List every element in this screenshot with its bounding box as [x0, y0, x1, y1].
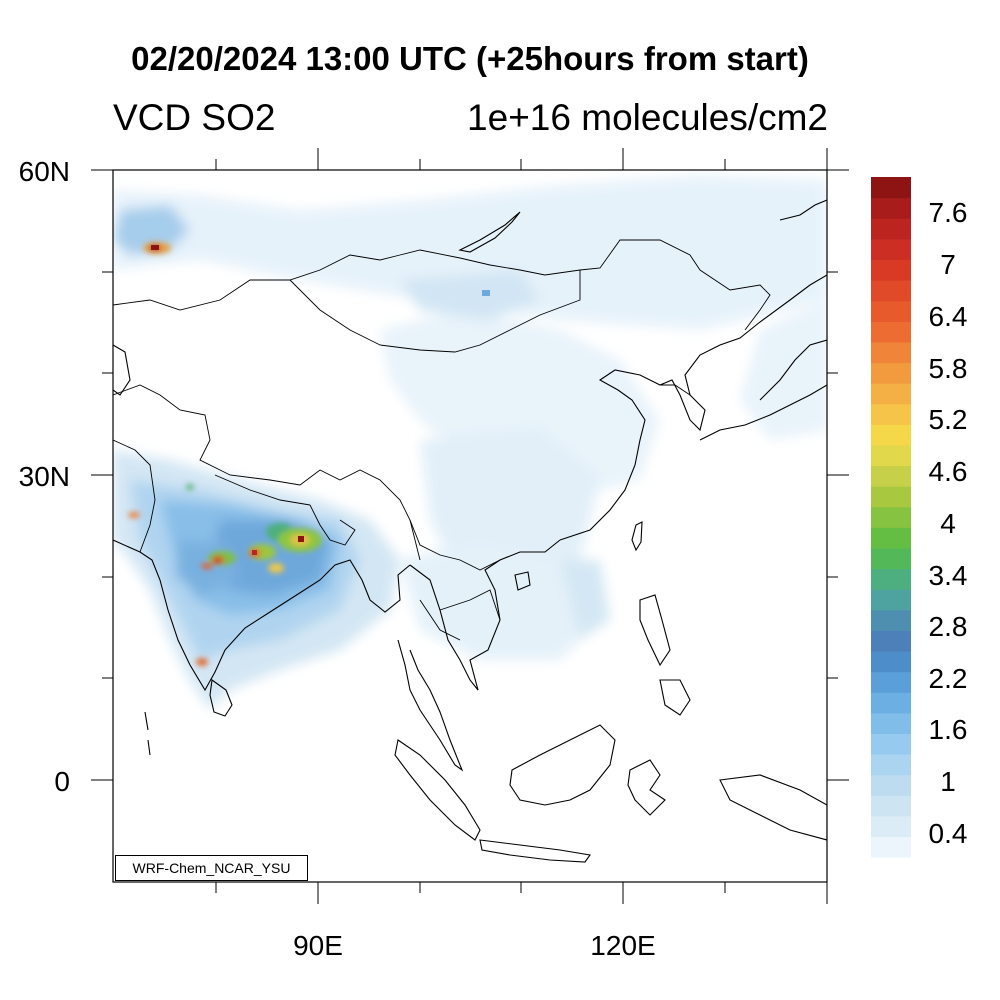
colorbar-swatch — [871, 774, 911, 796]
colorbar-swatch — [871, 218, 911, 240]
colorbar-swatch — [871, 177, 911, 199]
colorbar-swatch — [871, 692, 911, 714]
colorbar-tick-label: 7.6 — [928, 197, 968, 228]
colorbar — [871, 177, 911, 858]
coastlines — [113, 199, 827, 863]
colorbar-swatch — [871, 568, 911, 590]
colorbar-swatch — [871, 609, 911, 631]
colorbar-tick-label: 1 — [940, 766, 956, 797]
colorbar-swatch — [871, 506, 911, 528]
colorbar-swatch — [871, 259, 911, 281]
colorbar-swatch — [871, 197, 911, 219]
colorbar-swatch — [871, 486, 911, 508]
colorbar-swatch — [871, 795, 911, 817]
colorbar-tick-label: 4.6 — [928, 456, 968, 487]
colorbar-tick-label: 4 — [940, 508, 956, 539]
lat-label-0: 0 — [54, 766, 70, 797]
colorbar-swatch — [871, 527, 911, 549]
colorbar-swatch — [871, 815, 911, 837]
colorbar-swatch — [871, 465, 911, 487]
units-label: 1e+16 molecules/cm2 — [467, 97, 828, 138]
colorbar-swatch — [871, 733, 911, 755]
colorbar-tick-label: 2.8 — [928, 611, 968, 642]
lat-label-30n: 30N — [18, 461, 70, 492]
lat-label-60n: 60N — [18, 156, 70, 187]
model-credit-label: WRF-Chem_NCAR_YSU — [115, 855, 308, 881]
colorbar-swatch — [871, 712, 911, 734]
colorbar-swatch — [871, 753, 911, 776]
colorbar-swatch — [871, 630, 911, 652]
colorbar-tick-label: 2.2 — [928, 663, 968, 694]
so2-field — [113, 175, 827, 710]
colorbar-swatch — [871, 341, 911, 364]
variable-label: VCD SO2 — [113, 97, 276, 138]
lon-label-120e: 120E — [590, 930, 656, 961]
colorbar-swatch — [871, 403, 911, 425]
colorbar-swatch — [871, 836, 911, 858]
colorbar-swatch — [871, 300, 911, 322]
colorbar-swatch — [871, 650, 911, 673]
colorbar-tick-label: 1.6 — [928, 714, 968, 745]
plot-title: 02/20/2024 13:00 UTC (+25hours from star… — [131, 40, 809, 77]
colorbar-tick-label: 7 — [940, 249, 956, 280]
colorbar-swatch — [871, 547, 911, 570]
colorbar-tick-label: 3.4 — [928, 560, 968, 591]
lon-label-90e: 90E — [293, 930, 343, 961]
colorbar-swatch — [871, 383, 911, 405]
colorbar-swatch — [871, 424, 911, 446]
colorbar-swatch — [871, 362, 911, 384]
colorbar-swatch — [871, 589, 911, 611]
colorbar-swatch — [871, 671, 911, 693]
colorbar-swatch — [871, 321, 911, 343]
colorbar-swatch — [871, 280, 911, 302]
colorbar-swatch — [871, 444, 911, 467]
country-borders — [113, 239, 771, 641]
colorbar-tick-label: 5.2 — [928, 404, 968, 435]
colorbar-tick-label: 6.4 — [928, 301, 968, 332]
colorbar-tick-label: 5.8 — [928, 353, 968, 384]
map-frame — [91, 148, 849, 904]
colorbar-tick-label: 0.4 — [928, 818, 968, 849]
colorbar-swatch — [871, 238, 911, 261]
